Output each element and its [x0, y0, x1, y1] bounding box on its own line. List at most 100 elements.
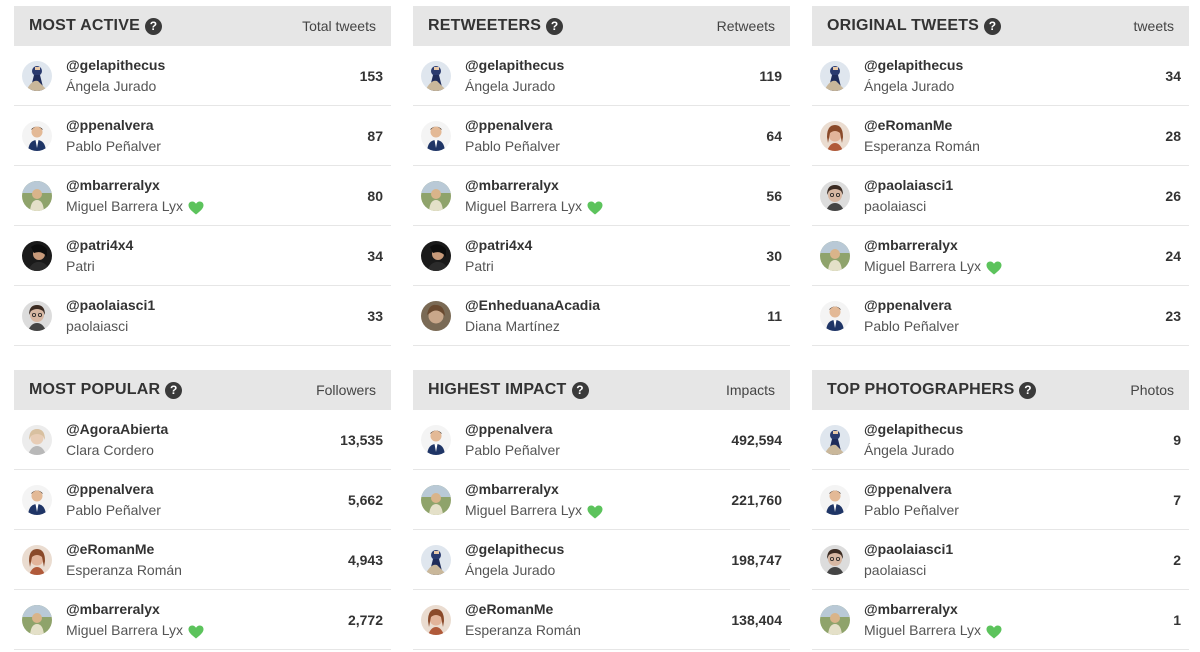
user-fullname-text: Pablo Peñalver	[66, 501, 161, 518]
user-handle[interactable]: @eRomanMe	[66, 540, 155, 557]
user-handle[interactable]: @eRomanMe	[465, 600, 554, 617]
user-handle[interactable]: @mbarreralyx	[66, 176, 160, 193]
avatar[interactable]	[820, 240, 850, 271]
metric-value: 11	[767, 307, 782, 324]
user-row[interactable]: @ppenalvera Pablo Peñalver 7	[812, 470, 1189, 530]
user-row[interactable]: @gelapithecus Ángela Jurado 153	[14, 46, 391, 106]
user-row[interactable]: @gelapithecus Ángela Jurado 198,747	[413, 530, 790, 590]
avatar[interactable]	[820, 180, 850, 211]
user-row[interactable]: @eRomanMe Esperanza Román 4,943	[14, 530, 391, 590]
avatar[interactable]	[22, 300, 52, 331]
user-handle[interactable]: @mbarreralyx	[465, 176, 559, 193]
avatar[interactable]	[22, 180, 52, 211]
user-fullname-text: Esperanza Román	[465, 621, 581, 638]
user-handle[interactable]: @ppenalvera	[66, 116, 154, 133]
user-handle[interactable]: @gelapithecus	[465, 540, 565, 557]
user-handle[interactable]: @patri4x4	[66, 236, 134, 253]
user-row[interactable]: @ppenalvera Pablo Peñalver 5,662	[14, 470, 391, 530]
user-handle[interactable]: @gelapithecus	[465, 56, 565, 73]
avatar[interactable]	[421, 240, 451, 271]
user-row[interactable]: @paolaiasci1 paolaiasci 33	[14, 286, 391, 346]
avatar[interactable]	[421, 60, 451, 91]
user-handle[interactable]: @ppenalvera	[864, 296, 952, 313]
metric-value: 24	[1165, 247, 1181, 264]
avatar[interactable]	[820, 544, 850, 575]
user-handle[interactable]: @gelapithecus	[864, 420, 964, 437]
avatar[interactable]	[820, 120, 850, 151]
user-row[interactable]: @paolaiasci1 paolaiasci 26	[812, 166, 1189, 226]
user-handle[interactable]: @ppenalvera	[465, 420, 553, 437]
user-names: @gelapithecus Ángela Jurado	[864, 55, 1165, 97]
avatar[interactable]	[22, 240, 52, 271]
user-handle[interactable]: @ppenalvera	[465, 116, 553, 133]
panel-title: MOST ACTIVE?	[29, 17, 162, 35]
avatar[interactable]	[22, 544, 52, 575]
panel-most-active: MOST ACTIVE? Total tweets @gelapithecus Áng…	[14, 6, 391, 346]
user-handle[interactable]: @EnheduanaAcadia	[465, 296, 601, 313]
user-handle[interactable]: @mbarreralyx	[864, 236, 958, 253]
user-row[interactable]: @ppenalvera Pablo Peñalver 492,594	[413, 410, 790, 470]
avatar[interactable]	[421, 484, 451, 515]
user-row[interactable]: @mbarreralyx Miguel Barrera Lyx 24	[812, 226, 1189, 286]
user-handle[interactable]: @eRomanMe	[864, 116, 953, 133]
user-handle[interactable]: @mbarreralyx	[864, 600, 958, 617]
user-row[interactable]: @AgoraAbierta Clara Cordero 13,535	[14, 410, 391, 470]
user-row[interactable]: @ppenalvera Pablo Peñalver 87	[14, 106, 391, 166]
avatar[interactable]	[421, 180, 451, 211]
user-names: @ppenalvera Pablo Peñalver	[864, 295, 1165, 337]
avatar[interactable]	[421, 544, 451, 575]
user-names: @paolaiasci1 paolaiasci	[864, 175, 1165, 217]
user-row[interactable]: @gelapithecus Ángela Jurado 9	[812, 410, 1189, 470]
avatar[interactable]	[22, 120, 52, 151]
user-handle[interactable]: @paolaiasci1	[66, 296, 156, 313]
avatar[interactable]	[820, 424, 850, 455]
user-fullname: Pablo Peñalver	[864, 499, 1173, 521]
avatar[interactable]	[421, 300, 451, 331]
user-row[interactable]: @eRomanMe Esperanza Román 138,404	[413, 590, 790, 650]
avatar[interactable]	[22, 484, 52, 515]
help-circle-icon[interactable]: ?	[1019, 381, 1037, 399]
user-row[interactable]: @eRomanMe Esperanza Román 28	[812, 106, 1189, 166]
help-circle-icon[interactable]: ?	[144, 17, 162, 35]
user-handle[interactable]: @patri4x4	[465, 236, 533, 253]
user-handle[interactable]: @ppenalvera	[864, 480, 952, 497]
avatar[interactable]	[820, 300, 850, 331]
avatar[interactable]	[820, 60, 850, 91]
user-row[interactable]: @mbarreralyx Miguel Barrera Lyx 2,772	[14, 590, 391, 650]
green-heart-icon	[587, 503, 603, 518]
user-row[interactable]: @ppenalvera Pablo Peñalver 23	[812, 286, 1189, 346]
user-handle[interactable]: @AgoraAbierta	[66, 420, 169, 437]
avatar[interactable]	[22, 60, 52, 91]
avatar[interactable]	[421, 424, 451, 455]
user-row[interactable]: @gelapithecus Ángela Jurado 34	[812, 46, 1189, 106]
user-row[interactable]: @ppenalvera Pablo Peñalver 64	[413, 106, 790, 166]
user-handle[interactable]: @mbarreralyx	[66, 600, 160, 617]
help-circle-icon[interactable]: ?	[546, 17, 564, 35]
avatar[interactable]	[421, 604, 451, 635]
user-handle[interactable]: @mbarreralyx	[465, 480, 559, 497]
user-handle[interactable]: @ppenalvera	[66, 480, 154, 497]
panel-title-text: RETWEETERS	[428, 17, 542, 34]
avatar[interactable]	[22, 424, 52, 455]
user-row[interactable]: @paolaiasci1 paolaiasci 2	[812, 530, 1189, 590]
user-handle[interactable]: @paolaiasci1	[864, 540, 954, 557]
user-row[interactable]: @mbarreralyx Miguel Barrera Lyx 80	[14, 166, 391, 226]
user-handle[interactable]: @paolaiasci1	[864, 176, 954, 193]
metric-value: 80	[367, 187, 383, 204]
user-row[interactable]: @patri4x4 Patri 30	[413, 226, 790, 286]
user-row[interactable]: @mbarreralyx Miguel Barrera Lyx 56	[413, 166, 790, 226]
user-row[interactable]: @mbarreralyx Miguel Barrera Lyx 1	[812, 590, 1189, 650]
user-handle[interactable]: @gelapithecus	[864, 56, 964, 73]
user-row[interactable]: @patri4x4 Patri 34	[14, 226, 391, 286]
help-circle-icon[interactable]: ?	[984, 17, 1002, 35]
avatar[interactable]	[421, 120, 451, 151]
avatar[interactable]	[820, 604, 850, 635]
user-row[interactable]: @mbarreralyx Miguel Barrera Lyx 221,760	[413, 470, 790, 530]
user-row[interactable]: @EnheduanaAcadia Diana Martínez 11	[413, 286, 790, 346]
avatar[interactable]	[22, 604, 52, 635]
help-circle-icon[interactable]: ?	[165, 381, 183, 399]
avatar[interactable]	[820, 484, 850, 515]
help-circle-icon[interactable]: ?	[571, 381, 589, 399]
user-row[interactable]: @gelapithecus Ángela Jurado 119	[413, 46, 790, 106]
user-handle[interactable]: @gelapithecus	[66, 56, 166, 73]
